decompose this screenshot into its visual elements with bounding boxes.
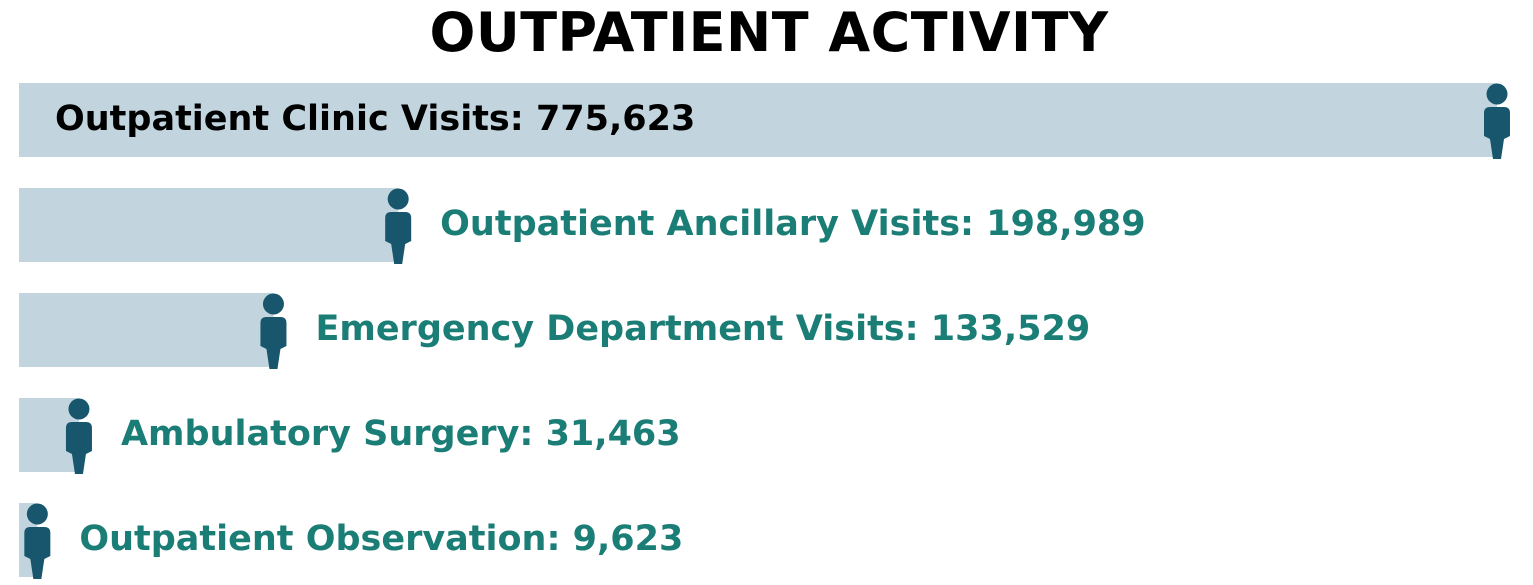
bar-row: Outpatient Ancillary Visits: 198,989 [19,188,1146,264]
person-icon-head [1486,83,1508,105]
person-icon-head [68,398,90,420]
bar-row: Emergency Department Visits: 133,529 [19,293,1090,369]
chart-title: OUTPATIENT ACTIVITY [429,1,1109,64]
person-icon [24,503,51,579]
bar [19,188,399,262]
person-icon-body [385,212,412,264]
bar-label: Outpatient Ancillary Visits: 198,989 [440,204,1145,244]
person-icon-body [1484,107,1510,159]
person-icon [260,293,287,369]
person-icon [65,398,92,474]
bar-label: Emergency Department Visits: 133,529 [315,309,1090,349]
person-icon-head [387,188,409,210]
bar-row: Ambulatory Surgery: 31,463 [19,398,681,474]
bar-label: Ambulatory Surgery: 31,463 [121,414,681,454]
bar [19,83,1497,157]
person-icon [385,188,412,264]
person-icon-head [262,293,284,315]
person-icon-body [24,527,51,579]
person-icon-body [260,317,287,369]
bar-label: Outpatient Clinic Visits: 775,623 [55,99,695,139]
bar-label: Outpatient Observation: 9,623 [79,519,683,559]
bar-row: Outpatient Observation: 9,623 [19,503,683,579]
bar [19,293,274,367]
person-icon [1484,83,1510,159]
person-icon-body [65,422,92,474]
bar-row: Outpatient Clinic Visits: 775,623 [19,83,1510,159]
bar-group: Outpatient Clinic Visits: 775,623 Outpati… [19,83,1510,579]
person-icon-head [26,503,48,525]
